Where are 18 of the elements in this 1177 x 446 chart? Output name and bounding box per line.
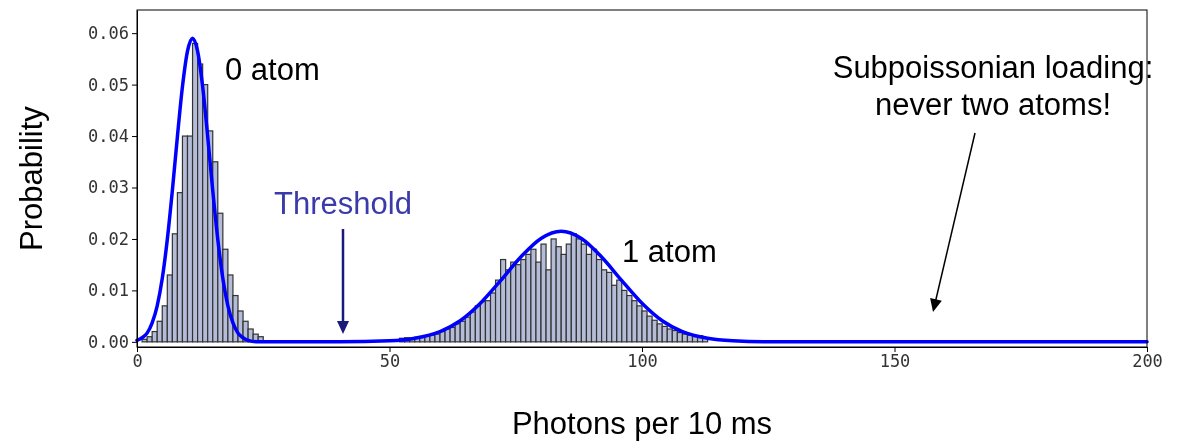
y-tick-label: 0.06 bbox=[88, 23, 129, 44]
y-tick-label: 0.03 bbox=[88, 177, 129, 198]
y-tick-label: 0.04 bbox=[88, 125, 129, 146]
y-tick-label: 0.05 bbox=[88, 74, 129, 95]
x-tick-label: 100 bbox=[627, 351, 658, 372]
annotation: Subpoissonian loading: never two atoms! bbox=[832, 50, 1154, 122]
annotation: 0 atom bbox=[225, 52, 320, 87]
x-tick-label: 50 bbox=[379, 351, 401, 372]
x-tick-label: 150 bbox=[879, 351, 911, 372]
annotation: Threshold bbox=[274, 186, 412, 221]
annotation: 1 atom bbox=[622, 234, 717, 269]
y-tick-label: 0.01 bbox=[88, 280, 129, 301]
x-tick-label: 0 bbox=[132, 351, 143, 372]
y-tick-label: 0.02 bbox=[88, 228, 129, 249]
x-tick-label: 200 bbox=[1132, 351, 1163, 372]
y-axis-title: Probability bbox=[14, 105, 49, 251]
x-axis-title: Photons per 10 ms bbox=[511, 406, 773, 441]
y-tick-label: 0.00 bbox=[88, 331, 129, 352]
